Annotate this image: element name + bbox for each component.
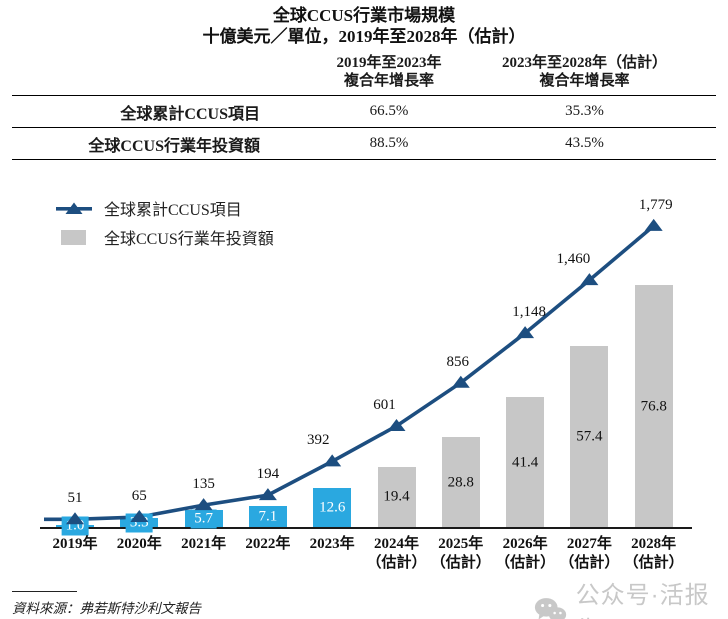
line-point-marker-icon bbox=[387, 419, 406, 431]
x-axis-label: 2021年 bbox=[156, 535, 252, 554]
x-axis-label: 2019年 bbox=[27, 535, 123, 554]
wechat-icon bbox=[534, 597, 567, 619]
x-axis-label-estimate: （估計） bbox=[623, 555, 684, 571]
x-axis-label: 2023年 bbox=[284, 535, 380, 554]
x-axis-label: 2022年 bbox=[220, 535, 316, 554]
bar-value-label: 7.1 bbox=[254, 507, 282, 527]
table-col-header-2023-2028: 2023年至2028年（估計） 複合年增長率 bbox=[498, 54, 716, 90]
title-block: 全球CCUS行業市場規模 十億美元／單位，2019年至2028年（估計） bbox=[0, 5, 728, 47]
point-value-label: 601 bbox=[373, 397, 396, 413]
bar-value-label: 76.8 bbox=[640, 398, 667, 414]
bar-2025年 bbox=[441, 436, 480, 528]
x-axis-label-estimate: （估計） bbox=[366, 555, 427, 571]
line-point-markers bbox=[66, 218, 663, 525]
source-note: 資料來源：弗若斯特沙利文報告 bbox=[12, 601, 201, 616]
bar-2028年 bbox=[634, 285, 673, 528]
table-row-annual-investment: 全球CCUS行業年投資額 88.5% 43.5% bbox=[12, 128, 716, 160]
point-value-label: 65 bbox=[131, 488, 147, 504]
row-value: 66.5% bbox=[369, 103, 409, 119]
x-axis-label-year: 2020年 bbox=[116, 536, 162, 552]
plot-area: 1.0 3.3 5.7 7.1 12.6 19.4 28.8 41.4 57.4 76.8 51 65… bbox=[0, 170, 728, 575]
x-axis-label-estimate: （估計） bbox=[430, 555, 491, 571]
x-axis-label-estimate: （估計） bbox=[495, 555, 556, 571]
legend-bar-swatch-icon bbox=[61, 229, 86, 245]
point-value-label: 194 bbox=[256, 466, 280, 483]
bar-2024年 bbox=[377, 466, 416, 528]
col-header-line2: 複合年增長率 bbox=[539, 73, 630, 89]
x-axis-label: 2026年 （估計） bbox=[477, 535, 573, 573]
legend-line-marker-icon bbox=[56, 202, 92, 214]
x-axis-label: 2028年 （估計） bbox=[606, 535, 702, 573]
point-value-label: 1,148 bbox=[512, 304, 546, 321]
line-point-marker-icon bbox=[130, 510, 149, 522]
x-axis-label: 2020年 bbox=[91, 535, 187, 554]
x-axis-label-year: 2021年 bbox=[181, 536, 227, 552]
x-axis-label-year: 2025年 bbox=[438, 536, 484, 552]
row-label: 全球累計CCUS項目 bbox=[120, 105, 260, 123]
point-value-label: 51 bbox=[67, 490, 83, 507]
source-rule bbox=[12, 591, 77, 592]
page-title: 全球CCUS行業市場規模 bbox=[272, 6, 456, 25]
line-point-marker-icon bbox=[66, 512, 84, 525]
watermark: 公众号·活报告 bbox=[534, 575, 728, 619]
bar-2027年 bbox=[570, 346, 609, 528]
table-col-header-2019-2023: 2019年至2023年 複合年增長率 bbox=[280, 54, 498, 90]
page-subtitle: 十億美元／單位，2019年至2028年（估計） bbox=[202, 27, 526, 46]
line-point-marker-icon bbox=[644, 218, 663, 231]
bar-value-label: 28.8 bbox=[447, 474, 474, 490]
col-header-line1: 2019年至2023年 bbox=[336, 55, 442, 71]
line-point-marker-icon bbox=[258, 488, 277, 501]
x-axis-label-estimate: （估計） bbox=[559, 555, 620, 571]
bar-value-label: 5.7 bbox=[190, 509, 217, 529]
x-axis-label-year: 2027年 bbox=[566, 536, 612, 552]
x-axis-label-year: 2024年 bbox=[373, 536, 419, 552]
x-axis-label-year: 2028年 bbox=[631, 536, 677, 552]
line-point-marker-icon bbox=[194, 498, 213, 511]
row-value: 35.3% bbox=[565, 103, 604, 119]
table-row-cumulative-projects: 全球累計CCUS項目 66.5% 35.3% bbox=[12, 96, 716, 128]
line-point-marker-icon bbox=[580, 273, 599, 286]
row-value: 43.5% bbox=[565, 135, 604, 151]
line-point-marker-icon bbox=[323, 454, 342, 467]
col-header-line1: 2023年至2028年（估計） bbox=[501, 55, 667, 71]
watermark-text: 公众号·活报告 bbox=[575, 582, 710, 619]
col-header-line2: 複合年增長率 bbox=[343, 73, 434, 89]
bar-value-label: 19.4 bbox=[383, 488, 410, 505]
chart-area: 全球累計CCUS項目 全球CCUS行業年投資額 1.0 3.3 5.7 7.1 12.6… bbox=[0, 170, 728, 575]
x-axis-label-year: 2023年 bbox=[309, 536, 355, 552]
point-value-label: 1,779 bbox=[638, 196, 673, 213]
x-axis-label: 2027年 （估計） bbox=[541, 535, 637, 573]
point-value-label: 1,460 bbox=[556, 251, 591, 268]
point-value-label: 856 bbox=[446, 353, 470, 370]
table-header-row: 2019年至2023年 複合年增長率 2023年至2028年（估計） 複合年增長… bbox=[12, 54, 716, 96]
line-point-marker-icon bbox=[451, 375, 470, 388]
legend-item-bar-series: 全球CCUS行業年投資額 bbox=[56, 225, 274, 249]
bar-value-label: 57.4 bbox=[576, 428, 603, 445]
x-axis-line bbox=[40, 527, 692, 529]
point-value-label: 135 bbox=[192, 476, 215, 493]
x-axis-label: 2025年 （估計） bbox=[413, 535, 509, 573]
bar-value-label: 12.6 bbox=[315, 498, 350, 518]
x-axis-label-year: 2026年 bbox=[502, 536, 548, 552]
row-label: 全球CCUS行業年投資額 bbox=[88, 137, 260, 155]
line-point-marker-icon bbox=[516, 326, 535, 339]
point-value-label: 392 bbox=[306, 432, 330, 449]
x-axis-label: 2024年 （估計） bbox=[349, 535, 445, 573]
bar-value-label: 41.4 bbox=[511, 454, 539, 470]
row-value: 88.5% bbox=[369, 135, 409, 151]
legend: 全球累計CCUS項目 全球CCUS行業年投資額 bbox=[56, 196, 274, 254]
legend-label: 全球累計CCUS項目 bbox=[104, 202, 242, 219]
bar-2026年 bbox=[506, 397, 545, 528]
cagr-table: 2019年至2023年 複合年增長率 2023年至2028年（估計） 複合年增長… bbox=[12, 54, 716, 160]
x-axis-label-year: 2019年 bbox=[52, 536, 98, 552]
legend-label: 全球CCUS行業年投資額 bbox=[104, 231, 274, 248]
legend-item-line-series: 全球累計CCUS項目 bbox=[56, 196, 274, 220]
x-axis-label-year: 2022年 bbox=[245, 536, 291, 552]
